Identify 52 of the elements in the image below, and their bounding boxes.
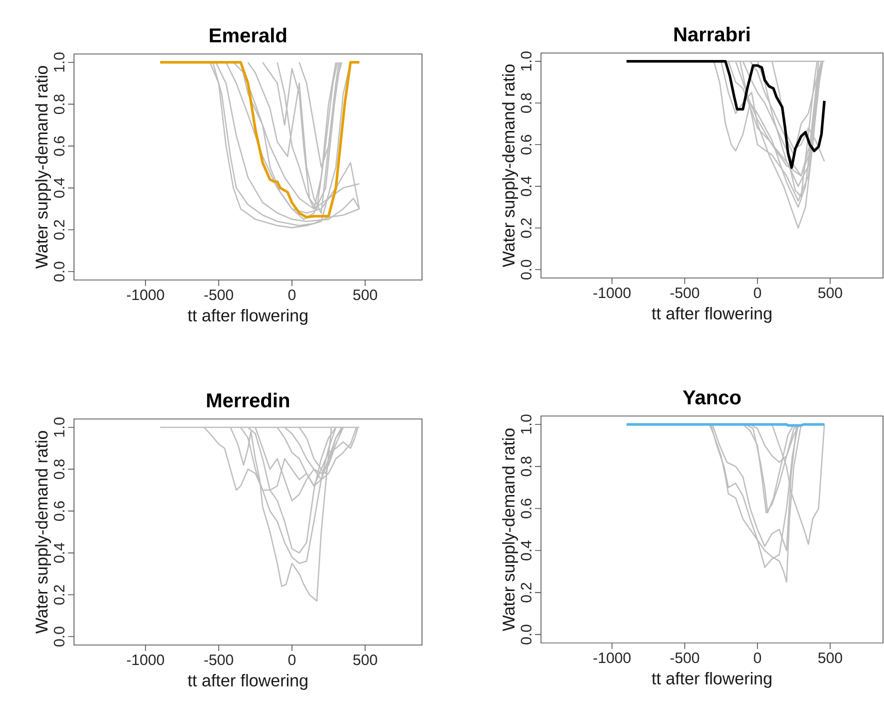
y-tick-label: 0.0: [54, 262, 64, 282]
x-tick-label: 0: [288, 290, 296, 300]
y-tick-label: 0.0: [54, 626, 64, 646]
x-axis-title: tt after flowering: [652, 672, 772, 688]
y-tick-label: 0.8: [520, 93, 532, 113]
x-tick-label: 0: [754, 652, 762, 664]
x-tick-label: -1000: [126, 290, 164, 300]
y-axis-title: Water supply-demand ratio: [502, 428, 518, 632]
y-tick-label: 0.0: [520, 624, 532, 644]
y-tick-label: 1.0: [54, 52, 64, 72]
x-axis-title: tt after flowering: [188, 309, 308, 325]
x-tick-label: -500: [670, 288, 700, 298]
x-axis-title: tt after flowering: [188, 674, 308, 690]
y-tick-label: 0.8: [54, 459, 64, 480]
y-axis-title: Water supply-demand ratio: [502, 64, 518, 268]
y-tick-label: 0.4: [54, 542, 64, 563]
y-tick-label: 0.8: [54, 94, 64, 114]
x-tick-label: -500: [670, 652, 700, 664]
y-axis-title: Water supply-demand ratio: [35, 66, 51, 269]
y-tick-label: 1.0: [520, 414, 532, 434]
y-tick-label: 0.6: [54, 136, 64, 156]
chart-title: Emerald: [210, 28, 286, 42]
y-tick-label: 0.6: [520, 134, 532, 154]
chart-title: Merredin: [207, 392, 289, 408]
y-tick-label: 0.2: [520, 218, 532, 238]
y-tick-label: 0.0: [520, 260, 532, 280]
y-tick-label: 0.6: [520, 498, 532, 518]
x-tick-label: -1000: [593, 288, 631, 298]
y-tick-label: 0.6: [54, 501, 64, 521]
y-tick-label: 0.4: [54, 178, 64, 198]
y-tick-label: 0.2: [54, 585, 64, 605]
y-tick-label: 0.4: [520, 176, 532, 196]
x-tick-label: 500: [818, 288, 842, 298]
x-tick-label: 500: [353, 290, 378, 300]
x-tick-label: -1000: [126, 654, 164, 666]
chart-title: Yanco: [682, 390, 741, 404]
chart-title: Narrabri: [674, 26, 750, 42]
x-tick-label: 500: [353, 654, 378, 666]
x-axis-title: tt after flowering: [652, 307, 772, 323]
y-tick-label: 1.0: [54, 418, 64, 437]
x-tick-label: 0: [288, 654, 296, 666]
y-tick-label: 0.4: [520, 540, 532, 560]
y-tick-label: 0.2: [520, 582, 532, 602]
y-tick-label: 1.0: [520, 51, 532, 71]
y-tick-label: 0.2: [54, 220, 64, 240]
y-axis-title: Water supply-demand ratio: [35, 431, 51, 634]
x-tick-label: -1000: [593, 652, 631, 664]
x-tick-label: 500: [818, 652, 842, 664]
x-tick-label: 0: [754, 288, 762, 298]
y-tick-label: 0.8: [520, 456, 532, 476]
x-tick-label: -500: [204, 654, 234, 666]
x-tick-label: -500: [204, 290, 234, 300]
